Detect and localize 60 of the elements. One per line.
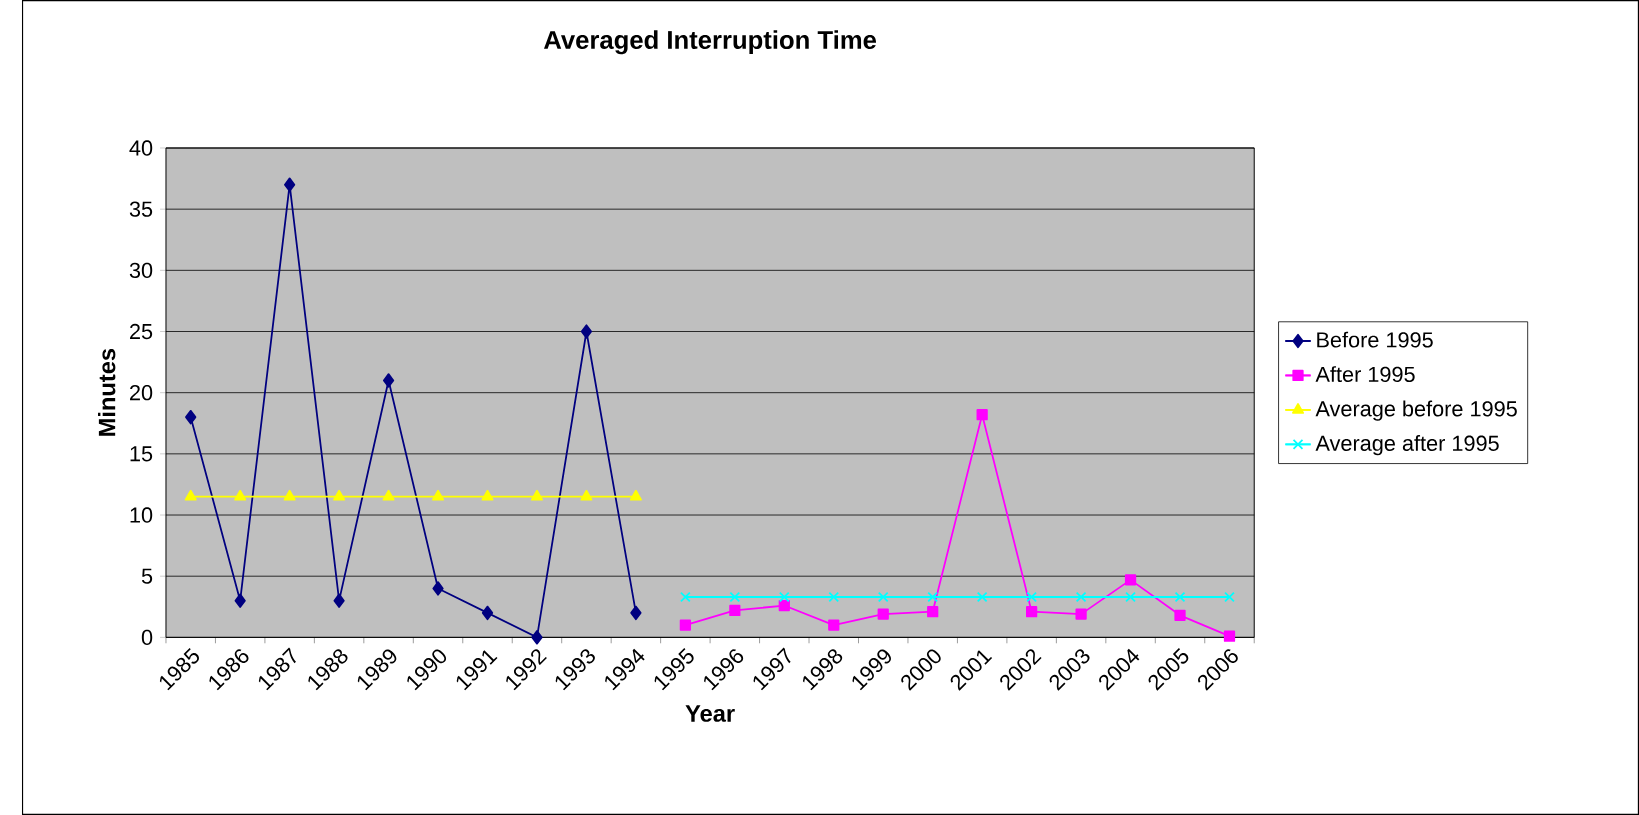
- point: [283, 489, 296, 501]
- point: [1075, 608, 1087, 620]
- point: [976, 591, 988, 603]
- y-tick-label: 5: [141, 568, 153, 584]
- y-tick-label: 0: [141, 629, 153, 646]
- y-tick-label: 15: [130, 446, 153, 462]
- point: [185, 409, 197, 425]
- point: [1075, 591, 1087, 603]
- point: [1223, 630, 1236, 642]
- point: [1124, 574, 1137, 586]
- point: [1174, 609, 1186, 621]
- point: [1026, 591, 1037, 603]
- legend-label: After 1995: [1315, 366, 1415, 383]
- point: [432, 581, 444, 596]
- point: [333, 489, 346, 501]
- point: [382, 373, 395, 388]
- point: [1224, 591, 1235, 603]
- legend-label: Average after 1995: [1315, 435, 1499, 456]
- x-axis-title: Year: [685, 705, 735, 722]
- y-tick-label: 10: [130, 507, 153, 523]
- point: [580, 324, 593, 339]
- legend-label: Average before 1995: [1315, 400, 1517, 421]
- point: [680, 591, 691, 603]
- point: [630, 605, 642, 621]
- point: [530, 489, 543, 501]
- point: [1174, 591, 1186, 603]
- point: [333, 593, 345, 608]
- point: [877, 591, 889, 603]
- point: [481, 489, 494, 501]
- point: [729, 591, 741, 603]
- point: [481, 605, 494, 621]
- point: [927, 591, 939, 603]
- point: [382, 489, 395, 501]
- point: [729, 604, 741, 617]
- point: [828, 591, 840, 603]
- legend-label: Before 1995: [1317, 331, 1433, 348]
- y-tick-label: 30: [129, 262, 153, 279]
- point: [531, 630, 543, 645]
- point: [679, 619, 691, 631]
- chart-title: Averaged Interruption Time: [543, 30, 877, 55]
- point: [432, 489, 445, 501]
- point: [629, 489, 642, 501]
- point: [778, 599, 790, 612]
- y-axis-title: Minutes: [98, 348, 116, 436]
- y-tick-label: 25: [130, 323, 153, 340]
- point: [778, 591, 790, 603]
- y-tick-label: 20: [130, 385, 153, 401]
- y-tick-label: 40: [129, 140, 153, 156]
- point: [976, 409, 988, 421]
- point: [234, 489, 247, 501]
- point: [284, 177, 296, 192]
- point: [1026, 606, 1038, 618]
- point: [877, 608, 889, 620]
- point: [184, 489, 197, 501]
- point: [828, 619, 840, 631]
- point: [580, 489, 593, 501]
- y-tick-label: 35: [129, 201, 153, 217]
- point: [234, 593, 246, 608]
- point: [927, 606, 939, 618]
- point: [1125, 591, 1136, 603]
